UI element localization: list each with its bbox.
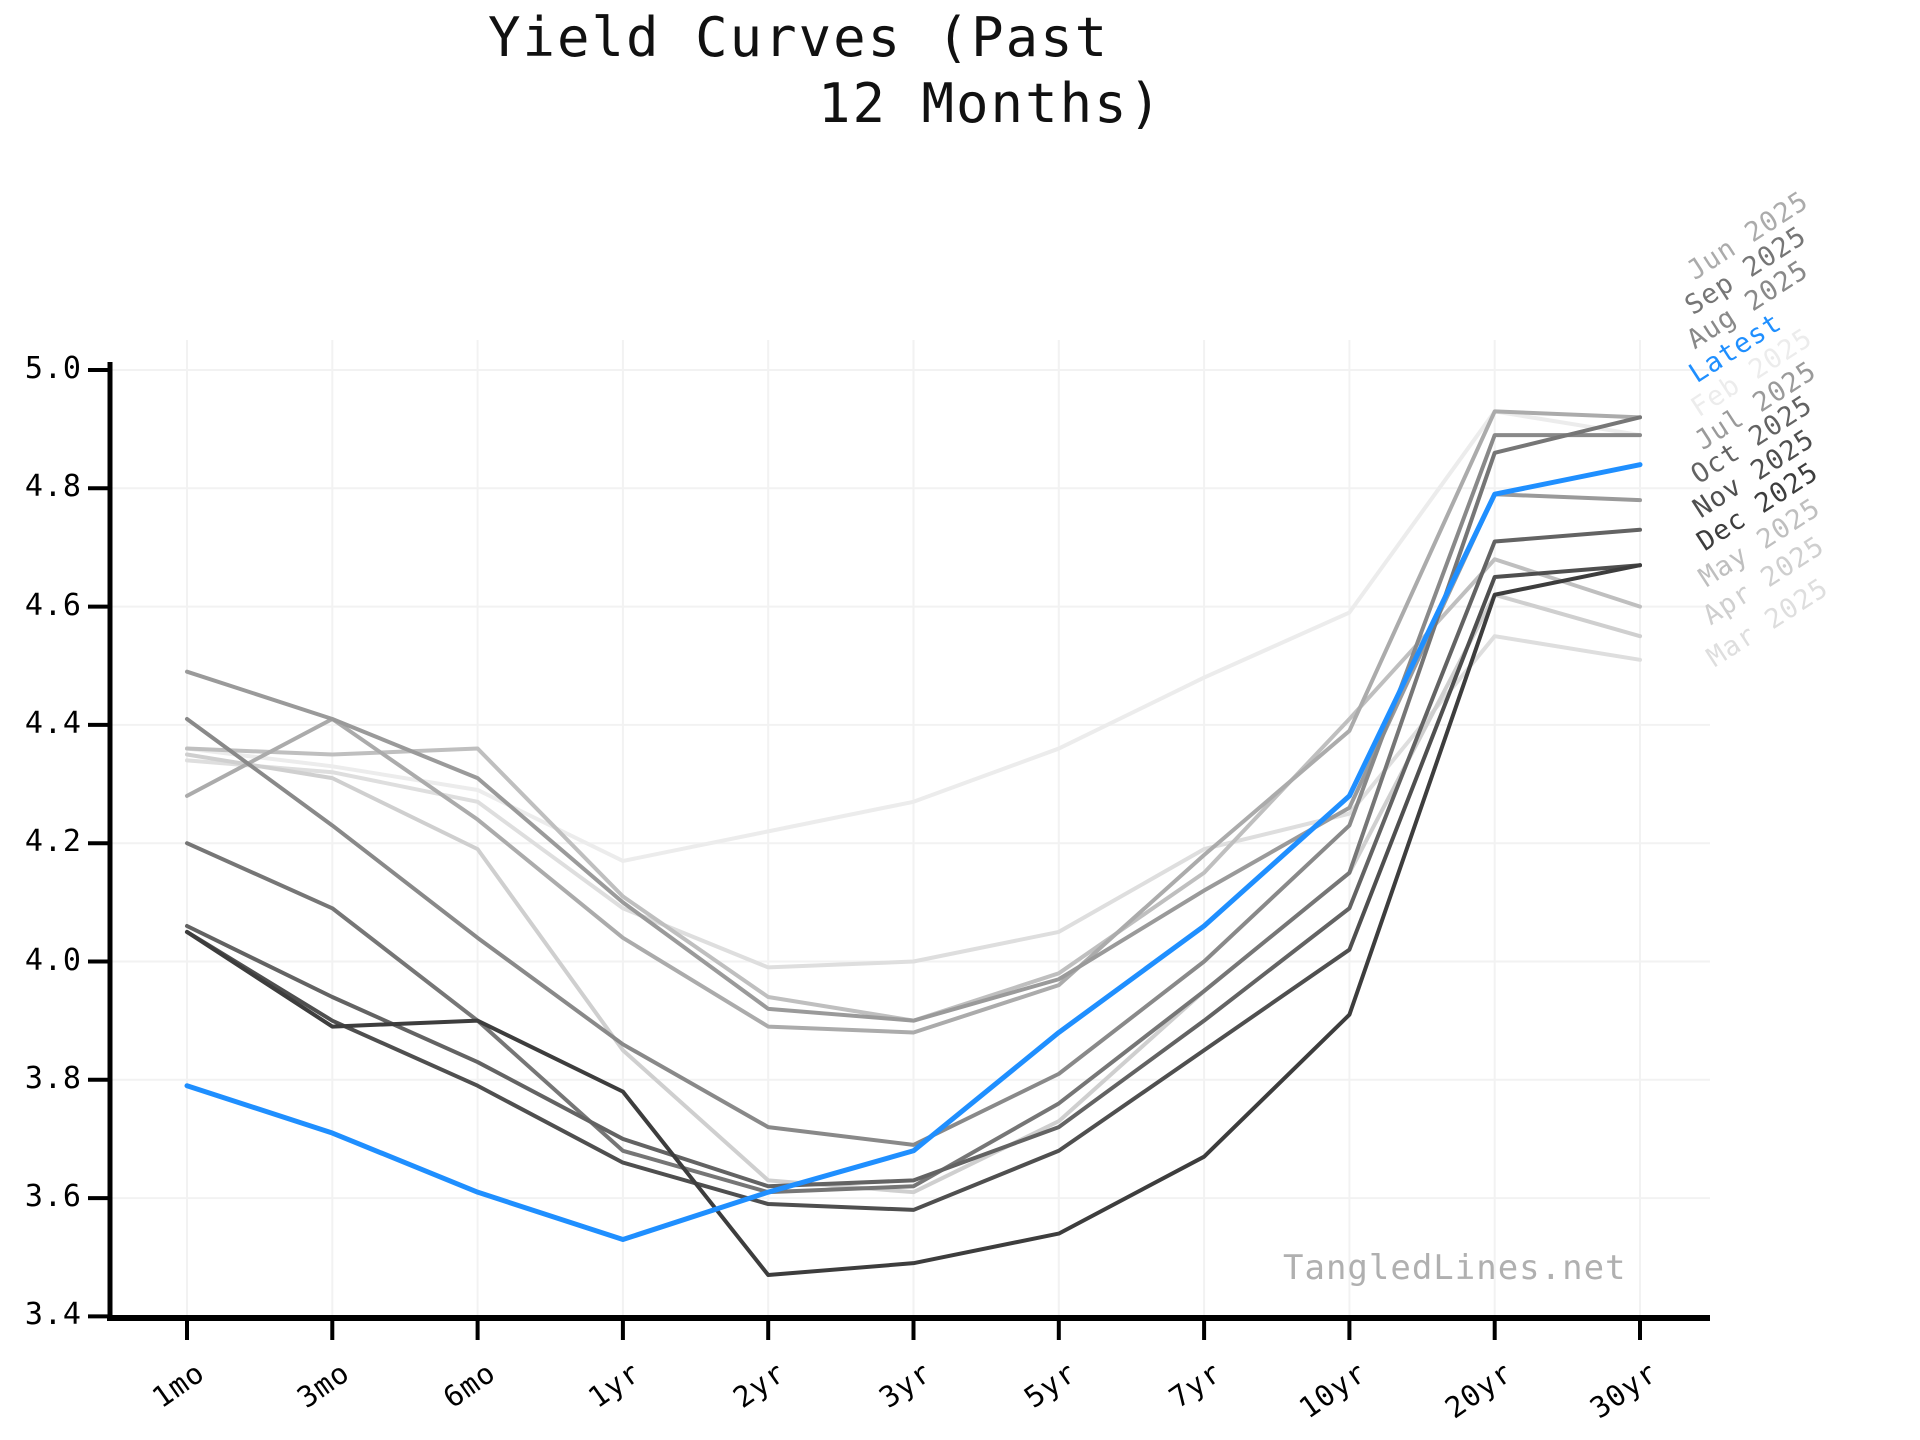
y-tick-label: 4.8	[24, 469, 82, 505]
y-tick-label: 5.0	[24, 351, 82, 386]
y-tick-label: 4.6	[24, 587, 82, 623]
y-tick-label: 3.8	[24, 1060, 82, 1096]
chart-title-line-2: 12 Months)	[818, 72, 1164, 135]
y-tick-label: 4.4	[24, 705, 82, 741]
curve-apr-2025	[185, 592, 1642, 1195]
curve-feb-2025	[185, 409, 1642, 863]
watermark-tangledlines: TangledLines.net	[1283, 1248, 1627, 1288]
y-tick-label: 4.2	[24, 824, 82, 860]
curve-sep-2025	[185, 415, 1642, 1195]
curve-nov-2025	[185, 563, 1642, 1212]
y-tick-label: 3.4	[24, 1297, 82, 1333]
curve-jul-2025	[185, 492, 1642, 1023]
curve-mar-2025	[185, 634, 1642, 970]
y-tick-label: 4.0	[24, 942, 82, 978]
curve-oct-2025	[185, 527, 1642, 1189]
curve-dec-2025	[185, 563, 1642, 1277]
curve-jun-2025	[185, 409, 1642, 1035]
chart-title-line-1: Yield Curves (Past	[488, 6, 1110, 69]
curve-latest	[184, 462, 1643, 1243]
y-tick-label: 3.6	[24, 1179, 82, 1215]
